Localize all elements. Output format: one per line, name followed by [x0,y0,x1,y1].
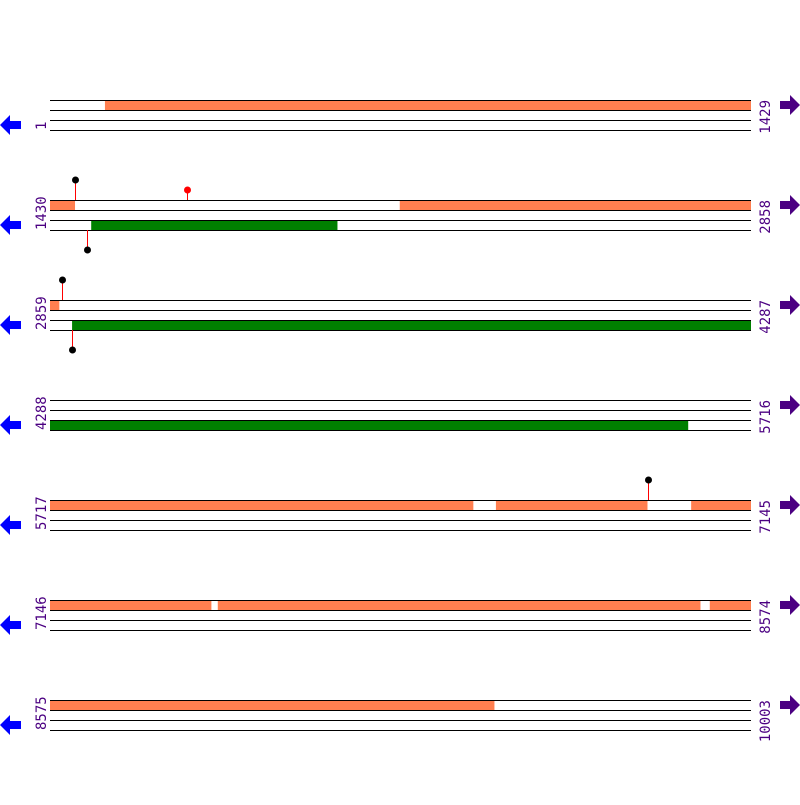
arrow-left-icon [0,415,21,435]
sequence-row: 2859 4287 [0,276,800,354]
row-end-label: 5716 [758,400,774,434]
arrow-right-icon [780,295,800,315]
arrow-right-icon [780,395,800,415]
forward-feature [495,500,648,510]
sequence-row: 8575 10003 [0,695,800,742]
arrow-right-icon [780,95,800,115]
sequence-row: 4288 5716 [0,395,800,435]
site-marker [84,246,91,254]
reverse-feature [72,320,751,330]
arrow-right-icon [780,195,800,215]
sequence-row: 1430 2858 [0,176,800,254]
forward-feature [50,600,212,610]
row-end-label: 8574 [758,600,774,634]
forward-feature [104,100,752,110]
arrow-left-icon [0,315,21,335]
row-start-label: 1 [34,122,50,130]
sequence-row: 5717 7145 [0,476,800,535]
site-marker [72,176,79,184]
row-end-label: 2858 [758,200,774,234]
arrow-right-icon [780,495,800,515]
site-marker [69,346,76,354]
reverse-feature [50,420,689,430]
site-marker [59,276,66,284]
forward-feature [50,700,495,710]
row-end-label: 4287 [758,300,774,334]
row-start-label: 2859 [34,296,50,330]
forward-feature [217,600,701,610]
arrow-right-icon [780,695,800,715]
sequence-row: 1 1429 [0,95,800,135]
sequence-row: 7146 8574 [0,595,800,635]
row-end-label: 10003 [758,700,774,742]
forward-feature [50,200,76,210]
row-end-label: 1429 [758,100,774,134]
arrow-left-icon [0,115,21,135]
arrow-left-icon [0,215,21,235]
row-start-label: 8575 [34,696,50,730]
forward-feature [50,300,60,310]
forward-feature [709,600,751,610]
row-start-label: 4288 [34,396,50,430]
arrow-left-icon [0,715,21,735]
arrow-right-icon [780,595,800,615]
reverse-feature [91,220,338,230]
site-marker [645,476,652,484]
forward-feature [691,500,751,510]
forward-feature [399,200,751,210]
arrow-left-icon [0,515,21,535]
row-end-label: 7145 [758,500,774,534]
forward-feature [50,500,474,510]
site-marker [184,186,191,194]
row-start-label: 7146 [34,596,50,630]
arrow-left-icon [0,615,21,635]
row-start-label: 5717 [34,496,50,530]
row-start-label: 1430 [34,196,50,230]
